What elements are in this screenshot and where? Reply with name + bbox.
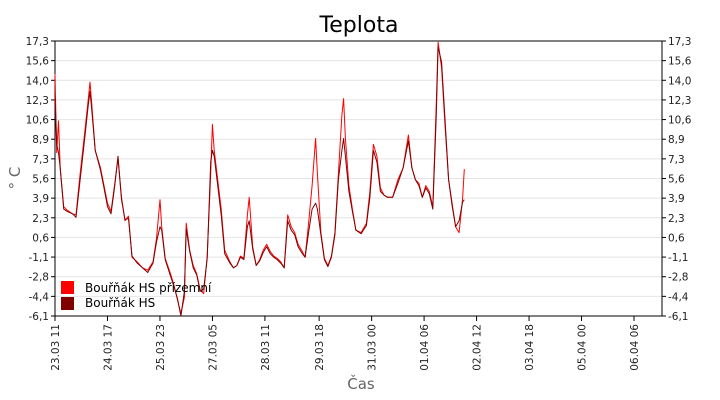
x-axis-label: Čas: [347, 374, 375, 393]
y-tick-label-right: -1,1: [668, 252, 689, 264]
y-tick-label-right: 17,3: [668, 36, 691, 48]
y-tick-label: 7,3: [32, 154, 49, 166]
legend-label-prizemni: Bouřňák HS přízemní: [85, 281, 212, 295]
y-tick-label-right: 7,3: [668, 154, 685, 166]
legend: Bouřňák HS přízemní Bouřňák HS: [61, 281, 212, 310]
y-tick-label: -6,1: [29, 311, 50, 323]
x-tick-label: 25.03 23: [155, 324, 167, 371]
x-tick-label: 03.04 18: [524, 324, 536, 371]
x-tick-label: 23.03 11: [50, 324, 62, 371]
y-tick-label: 12,3: [26, 95, 49, 107]
y-tick-label-right: 10,6: [668, 115, 692, 127]
y-tick-label-right: 14,0: [668, 75, 691, 87]
y-ticks-left: 17,3 15,6 14,0 12,3 10,6 8,9 7,3 5,6 3,9 2,3 0,6 -1…: [26, 36, 55, 323]
y-tick-label: 0,6: [32, 232, 49, 244]
y-tick-label: -4,4: [29, 291, 50, 303]
y-tick-label: 8,9: [32, 134, 49, 146]
y-tick-label: 17,3: [26, 36, 49, 48]
y-tick-label-right: 3,9: [668, 193, 685, 205]
y-tick-label-right: 0,6: [668, 232, 685, 244]
x-tick-label: 06.04 06: [629, 324, 641, 371]
y-tick-label-right: 2,3: [668, 213, 685, 225]
legend-label-hs: Bouřňák HS: [85, 296, 155, 310]
y-tick-label: 2,3: [32, 213, 49, 225]
x-tick-label: 28.03 11: [260, 324, 272, 371]
y-tick-label: 3,9: [32, 193, 49, 205]
y-tick-label-right: -4,4: [668, 291, 689, 303]
grid: [55, 60, 662, 297]
y-tick-label-right: 15,6: [668, 56, 692, 68]
x-tick-label: 29.03 18: [314, 324, 326, 371]
series-line-0: [54, 41, 465, 315]
y-tick-label-right: 8,9: [668, 134, 685, 146]
y-axis-label: ° C: [6, 167, 24, 190]
y-tick-label: 15,6: [26, 56, 50, 68]
x-ticks: 23.03 11 24.03 17 25.03 23 27.03 05 28.03 11…: [50, 316, 641, 371]
legend-swatch-hs: [61, 297, 74, 310]
y-tick-label: -2,8: [29, 272, 50, 284]
legend-swatch-prizemni: [61, 281, 74, 294]
y-tick-label: 14,0: [26, 75, 49, 87]
series-line-1: [54, 46, 465, 317]
x-tick-label: 02.04 12: [472, 324, 484, 371]
y-tick-label: 5,6: [32, 174, 49, 186]
y-tick-label: -1,1: [29, 252, 50, 264]
y-ticks-right: 17,3 15,6 14,0 12,3 10,6 8,9 7,3 5,6 3,9 2,3 0,6 -1…: [662, 36, 692, 323]
x-tick-label: 31.03 00: [367, 324, 379, 371]
y-tick-label-right: 12,3: [668, 95, 691, 107]
x-tick-label: 05.04 00: [577, 324, 589, 371]
y-tick-label: 10,6: [26, 115, 50, 127]
x-tick-label: 01.04 06: [419, 324, 431, 371]
chart-title: Teplota: [319, 13, 399, 38]
y-tick-label-right: -6,1: [668, 311, 689, 323]
x-tick-label: 27.03 05: [207, 324, 219, 371]
y-tick-label-right: 5,6: [668, 174, 685, 186]
series-lines: [54, 41, 465, 317]
y-tick-label-right: -2,8: [668, 272, 689, 284]
x-tick-label: 24.03 17: [102, 324, 114, 371]
